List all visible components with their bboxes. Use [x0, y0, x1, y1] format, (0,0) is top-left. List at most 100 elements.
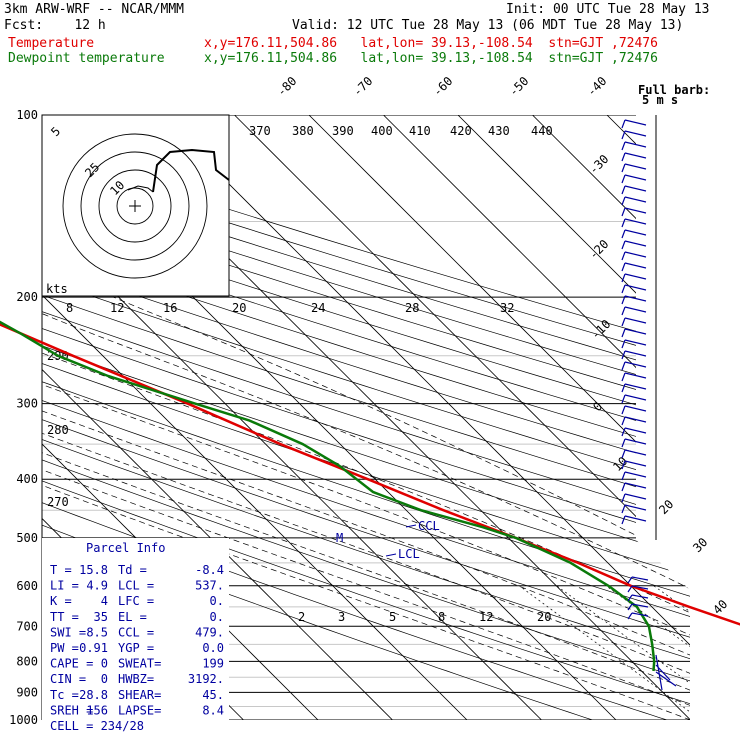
dry-adiabat — [42, 115, 690, 720]
wind-barb — [621, 130, 647, 140]
mixing-ratio-label: 12 — [479, 610, 493, 624]
hodograph-speed-tick: 16 — [163, 301, 177, 315]
isotherm-label: -70 — [350, 74, 375, 99]
hodograph-ring — [116, 187, 154, 225]
wind-barb — [621, 196, 647, 206]
wind-barbs — [621, 119, 677, 691]
parcel-value: 3192. — [188, 672, 224, 686]
parcel-value: 479. — [195, 625, 224, 639]
mixing-ratio-label: 2 — [298, 610, 305, 624]
dry-adiabat — [42, 115, 690, 720]
isotherm-line — [206, 115, 690, 720]
parcel-label: CIN = — [50, 672, 86, 686]
pressure-label: 300 — [16, 397, 38, 411]
hodograph-speed-tick: 12 — [110, 301, 124, 315]
dry-adiabat — [42, 115, 690, 720]
hodograph-speed-tick: 8 — [66, 301, 73, 315]
moist-adiabat — [42, 296, 690, 720]
wind-barb — [621, 493, 647, 503]
wind-barb — [621, 416, 647, 426]
parcel-value: -8.4 — [195, 563, 224, 577]
dry-adiabat — [42, 115, 690, 720]
wind-barb — [621, 284, 647, 294]
isotherm-label: -20 — [586, 237, 611, 262]
model-title: 3km ARW-WRF -- NCAR/MMM — [4, 2, 185, 17]
hodograph-ring — [80, 151, 190, 261]
temperature-profile — [0, 323, 740, 626]
parcel-label: K = — [50, 594, 72, 608]
pressure-label: 400 — [16, 472, 38, 486]
pressure-label: 100 — [16, 108, 38, 122]
parcel-value: 35 — [94, 610, 108, 624]
isotherm-line — [42, 115, 481, 720]
isotherm-label: -50 — [506, 74, 531, 99]
wind-barb — [621, 240, 647, 250]
wind-barb — [621, 273, 647, 283]
mixing-ratio-line — [556, 585, 690, 720]
theta-label: 420 — [450, 124, 472, 138]
hodograph-trace — [152, 148, 230, 193]
parcel-label: SWEAT= — [118, 657, 161, 671]
dry-adiabat — [42, 115, 690, 720]
wind-barb — [621, 174, 647, 184]
parcel-label: Td = — [118, 563, 147, 577]
hodograph-speed-tick: 32 — [500, 301, 514, 315]
isotherm-label: 20 — [656, 497, 676, 517]
pressure-label: 600 — [16, 579, 38, 593]
wind-barb — [621, 427, 647, 437]
mixing-ratio-line — [519, 585, 690, 720]
isotherm-label: 10 — [610, 454, 630, 474]
dry-adiabat — [42, 115, 690, 720]
dry-adiabat — [42, 115, 690, 720]
theta-label: 380 — [292, 124, 314, 138]
wind-barb — [621, 361, 647, 371]
hodograph — [41, 114, 230, 297]
temperature-legend-info: x,y=176.11,504.86 lat,lon= 39.13,-108.54… — [204, 36, 658, 51]
theta-label: 280 — [47, 423, 69, 437]
parcel-value: 156 — [86, 703, 108, 717]
wind-barb — [621, 218, 647, 228]
isotherm-label: -60 — [430, 74, 455, 99]
moist-adiabat — [42, 296, 690, 720]
parcel-value: 45. — [202, 688, 224, 702]
parcel-info-background — [42, 538, 229, 720]
dry-adiabat — [42, 115, 690, 720]
dry-adiabat — [42, 115, 690, 720]
parcel-cell: CELL = 234/28 — [50, 719, 144, 733]
parcel-label: HWBZ= — [118, 672, 154, 686]
wind-barb — [627, 585, 649, 593]
parcel-label: SREH = — [50, 703, 93, 717]
pressure-label: 500 — [16, 531, 38, 545]
wind-barb — [621, 504, 647, 514]
moist-adiabat — [42, 296, 690, 720]
isotherm-label: -40 — [584, 74, 609, 99]
lcl-arrow — [385, 553, 397, 557]
init-time: Init: 00 UTC Tue 28 May 13 — [506, 2, 710, 17]
parcel-info-title: Parcel Info — [86, 541, 165, 555]
mixing-ratio-label: 8 — [438, 610, 445, 624]
wind-barb — [621, 339, 647, 349]
parcel-value: 4 — [101, 594, 108, 608]
wind-barb — [621, 152, 647, 162]
hodograph-speed-tick: 28 — [405, 301, 419, 315]
theta-label: 390 — [332, 124, 354, 138]
mixing-ratio-label: 20 — [537, 610, 551, 624]
dry-adiabat — [42, 115, 690, 720]
ccl-arrow — [405, 524, 417, 528]
isotherm-line — [42, 115, 555, 720]
temperature-legend-label: Temperature — [8, 36, 95, 51]
ccl-label: CCL — [418, 519, 440, 533]
wind-barb — [621, 405, 647, 415]
wind-barb — [621, 295, 647, 305]
theta-label: 370 — [249, 124, 271, 138]
parcel-label: LI = — [50, 579, 79, 593]
parcel-value: 537. — [195, 579, 224, 593]
pressure-label: 700 — [16, 619, 38, 633]
pressure-label: 900 — [16, 685, 38, 699]
dry-adiabat — [42, 115, 690, 720]
isotherm-line — [42, 115, 406, 720]
annotation-marker: M — [336, 531, 343, 545]
hodograph-speed-tick: 20 — [232, 301, 246, 315]
parcel-value: 0 — [101, 657, 108, 671]
